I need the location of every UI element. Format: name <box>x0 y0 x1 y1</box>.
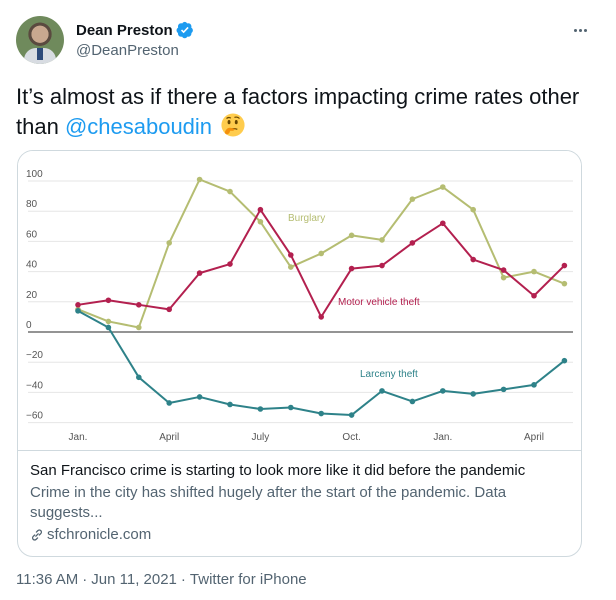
data-point <box>531 382 537 388</box>
thinking-face-emoji-icon <box>221 113 245 137</box>
data-point <box>531 268 537 275</box>
verified-badge-icon <box>176 21 193 39</box>
data-point <box>470 256 477 263</box>
data-point <box>105 318 112 325</box>
data-point <box>257 218 264 225</box>
x-tick-label: July <box>252 432 270 443</box>
data-point <box>318 410 325 417</box>
data-point <box>500 267 507 273</box>
y-tick-label: −40 <box>26 380 43 391</box>
data-point <box>288 264 294 270</box>
data-point <box>288 404 294 411</box>
tweet-time[interactable]: 11:36 AM <box>16 571 79 588</box>
y-tick-label: −60 <box>26 411 43 422</box>
y-tick-label: 0 <box>26 320 32 331</box>
y-tick-label: 100 <box>26 169 43 180</box>
data-point <box>257 406 264 412</box>
card-domain-row: sfchronicle.com <box>30 525 570 545</box>
data-point <box>348 232 355 239</box>
data-point <box>136 324 142 331</box>
data-point <box>227 188 233 195</box>
author-handle[interactable]: @DeanPreston <box>76 42 179 59</box>
data-point <box>166 400 172 406</box>
data-point <box>136 374 142 381</box>
card-domain: sfchronicle.com <box>47 526 152 543</box>
data-point <box>470 391 477 397</box>
data-point <box>166 306 172 313</box>
data-point <box>75 302 81 308</box>
data-point <box>348 265 355 272</box>
data-point <box>470 206 477 213</box>
data-point <box>379 262 385 269</box>
chart-svg: 100 80 60 40 20 0 −20 −40 −60 Jan. April July Oct. Ja… <box>26 169 573 443</box>
tweet-meta: 11:36 AM · Jun 11, 2021 · Twitter for iPhone <box>16 571 307 588</box>
tweet-body: It’s almost as if there a factors impact… <box>16 84 580 139</box>
data-point <box>318 250 325 257</box>
data-point <box>379 388 385 394</box>
data-point <box>318 314 325 320</box>
avatar[interactable] <box>16 16 64 64</box>
data-point <box>440 388 446 394</box>
x-tick-label: Oct. <box>342 432 360 443</box>
data-point <box>440 220 446 227</box>
data-point <box>500 274 507 281</box>
y-tick-label: −20 <box>26 350 43 361</box>
data-point <box>409 240 416 246</box>
data-point <box>409 196 416 202</box>
author-name[interactable]: Dean Preston <box>76 21 173 39</box>
crime-chart: 100 80 60 40 20 0 −20 −40 −60 Jan. April July Oct. Ja… <box>18 151 581 451</box>
data-point <box>166 240 172 246</box>
data-point <box>105 297 112 304</box>
data-point <box>105 324 112 331</box>
tweet-date[interactable]: Jun 11, 2021 <box>91 571 177 588</box>
data-point <box>561 280 568 287</box>
data-point <box>227 261 233 267</box>
data-point <box>196 176 203 183</box>
x-tick-label: April <box>524 432 544 443</box>
card-description: Crime in the city has shifted hugely aft… <box>30 484 507 521</box>
data-point <box>561 357 568 364</box>
data-point <box>500 386 507 393</box>
data-point <box>196 394 203 400</box>
y-tick-label: 80 <box>26 199 38 210</box>
series-line <box>77 309 566 417</box>
more-options-icon[interactable] <box>568 20 592 40</box>
data-point <box>196 270 203 276</box>
data-point <box>379 237 385 243</box>
series-label: Burglary <box>288 213 325 224</box>
series-layer <box>75 176 568 418</box>
data-point <box>136 302 142 308</box>
series-label: Motor vehicle theft <box>338 297 420 308</box>
mention-link[interactable]: @chesaboudin <box>64 114 213 139</box>
card-title: San Francisco crime is starting to look … <box>30 462 526 479</box>
data-point <box>561 262 568 269</box>
data-point <box>257 206 264 213</box>
data-point <box>531 292 537 299</box>
series-label: Larceny theft <box>360 369 418 380</box>
data-point <box>75 308 81 314</box>
x-tick-label: Jan. <box>69 432 88 443</box>
data-point <box>409 398 416 405</box>
label-layer: 100 80 60 40 20 0 −20 −40 −60 Jan. April July Oct. Ja… <box>26 169 544 443</box>
author-name-row: Dean Preston <box>76 21 194 39</box>
data-point <box>440 184 446 190</box>
y-tick-label: 40 <box>26 260 38 271</box>
tweet-text: It’s almost as if there a factors impact… <box>16 82 586 142</box>
link-card[interactable]: 100 80 60 40 20 0 −20 −40 −60 Jan. April July Oct. Ja… <box>17 150 582 557</box>
link-icon <box>32 529 42 541</box>
y-tick-label: 20 <box>26 290 38 301</box>
tweet-header: Dean Preston @DeanPreston <box>16 16 600 68</box>
x-tick-label: April <box>159 432 179 443</box>
tweet-source[interactable]: Twitter for iPhone <box>189 571 307 588</box>
series-line <box>77 208 566 318</box>
data-point <box>227 401 233 408</box>
y-tick-label: 60 <box>26 229 38 240</box>
x-tick-label: Jan. <box>433 432 452 443</box>
card-body: San Francisco crime is starting to look … <box>30 461 570 545</box>
data-point <box>348 412 355 418</box>
data-point <box>288 252 294 258</box>
